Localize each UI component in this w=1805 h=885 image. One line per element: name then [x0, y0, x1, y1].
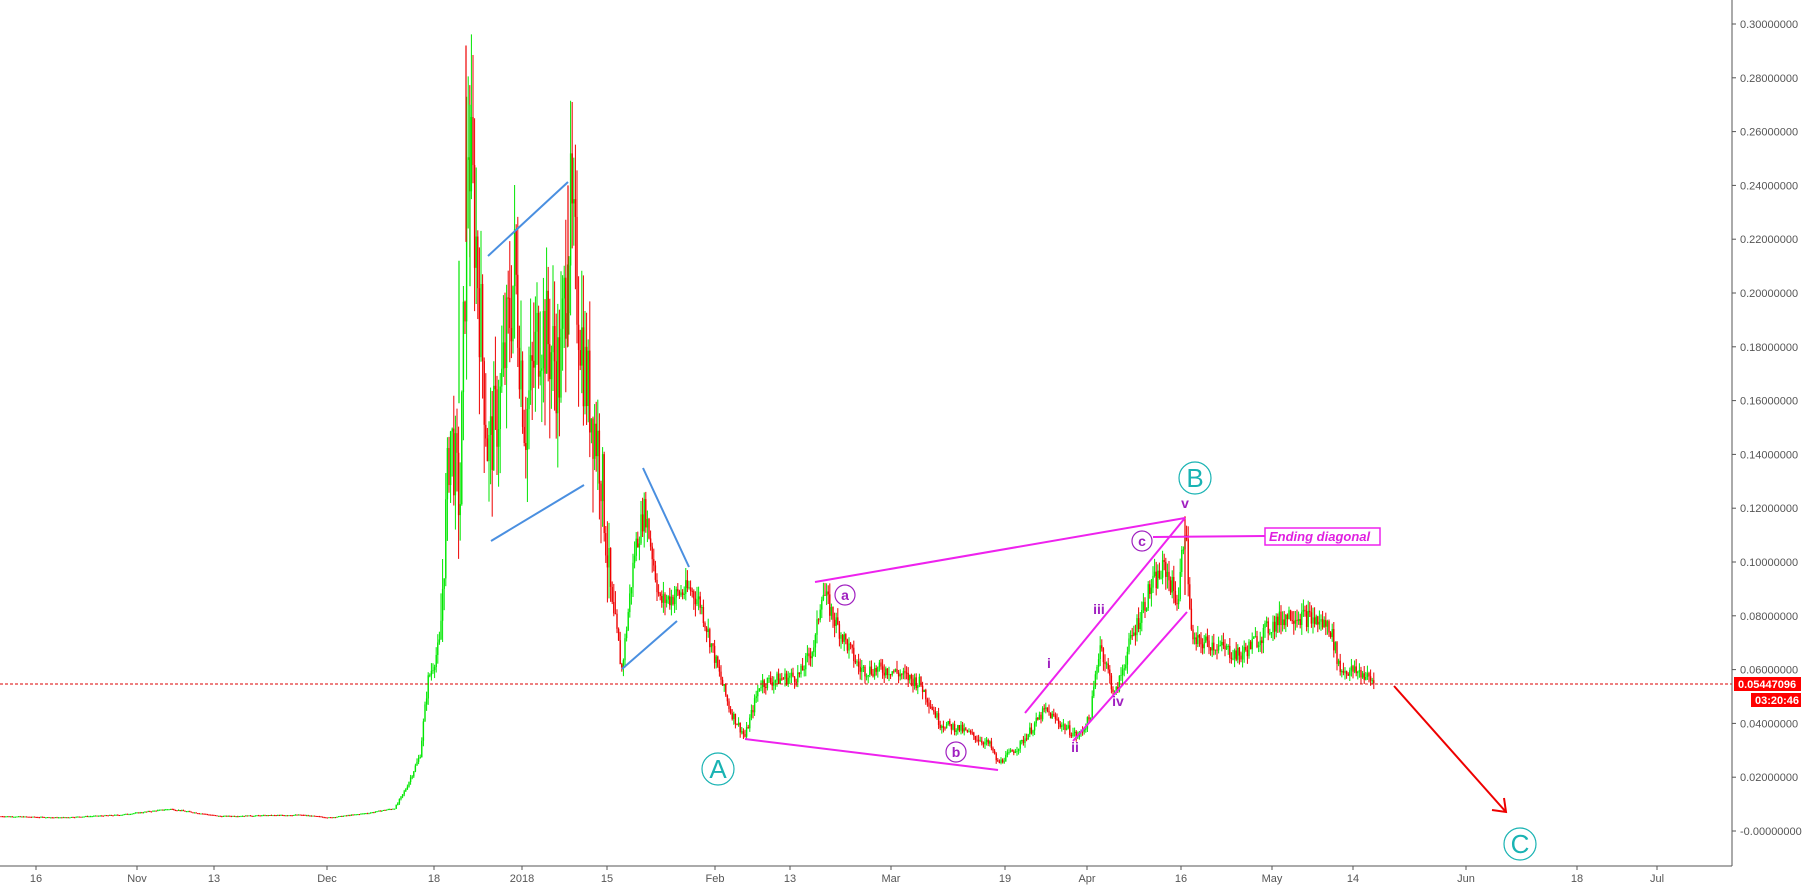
time-tick-label: 14 [1347, 873, 1359, 885]
magenta-trendline[interactable] [1072, 611, 1188, 742]
price-tick-label: 0.10000000 [1740, 557, 1798, 569]
magenta-trendline[interactable] [1152, 535, 1266, 538]
time-tick-label: Mar [882, 873, 901, 885]
wave-circle-icon [701, 752, 735, 786]
candlestick-series [0, 34, 1375, 819]
price-tick-label: 0.28000000 [1740, 73, 1798, 85]
sub-wave-label: i [1047, 655, 1051, 671]
current-price-tag: 0.05447096 03:20:46 [1734, 677, 1801, 707]
price-tick-label: 0.26000000 [1740, 127, 1798, 139]
countdown-value: 03:20:46 [1755, 695, 1799, 707]
price-tick-label: 0.22000000 [1740, 234, 1798, 246]
minor-wave-label: a [841, 587, 849, 603]
blue-trendline[interactable] [621, 620, 678, 670]
time-tick-label: 19 [999, 873, 1011, 885]
price-axis-ticks: 0.30000000 0.28000000 0.26000000 0.24000000… [1732, 19, 1802, 838]
major-wave-label: A [709, 754, 727, 784]
price-tick-label: 0.06000000 [1740, 665, 1798, 677]
sub-wave-label: iii [1093, 601, 1105, 617]
minor-wave-label: c [1138, 533, 1146, 549]
major-wave-labels: A B C [701, 461, 1537, 861]
major-wave-label: C [1511, 829, 1530, 859]
price-tick-label: -0.00000000 [1740, 826, 1802, 838]
note-text: Ending diagonal [1269, 529, 1370, 544]
wave-circle-icon [945, 741, 967, 763]
blue-trendline[interactable] [490, 484, 585, 542]
countdown-badge [1751, 693, 1801, 707]
time-tick-label: 16 [1175, 873, 1187, 885]
forecast-arrow[interactable] [1393, 685, 1508, 814]
time-tick-label: Nov [127, 873, 147, 885]
wave-circle-icon [1178, 461, 1212, 495]
current-price-value: 0.05447096 [1738, 679, 1796, 691]
minor-wave-label: b [952, 744, 961, 760]
time-tick-label: 16 [30, 873, 42, 885]
price-tick-label: 0.02000000 [1740, 772, 1798, 784]
time-axis[interactable]: 16 Nov 13 Dec 18 2018 15 Feb 13 Mar 19 Apr 16 May 14 Ju… [0, 865, 1732, 885]
magenta-trendline[interactable] [814, 517, 1186, 583]
time-tick-label: Jun [1457, 873, 1475, 885]
sub-wave-label: ii [1071, 739, 1079, 755]
magenta-trendline[interactable] [744, 738, 999, 771]
time-tick-label: 18 [1571, 873, 1583, 885]
sub-wave-label: iv [1112, 693, 1124, 709]
price-tick-label: 0.04000000 [1740, 718, 1798, 730]
major-wave-label: B [1186, 463, 1203, 493]
ending-diagonal-lines[interactable] [744, 517, 1266, 771]
time-tick-label: 18 [428, 873, 440, 885]
wave-circle-icon [834, 584, 856, 606]
magenta-trendline[interactable] [1024, 517, 1186, 714]
price-tick-label: 0.18000000 [1740, 342, 1798, 354]
ending-diagonal-note[interactable]: Ending diagonal [1264, 527, 1381, 546]
price-tick-label: 0.24000000 [1740, 180, 1798, 192]
blue-trendline[interactable] [487, 181, 569, 257]
wave-circle-icon [1503, 827, 1537, 861]
sub-wave-label: v [1181, 495, 1189, 511]
arrowhead-icon [1491, 797, 1508, 814]
time-tick-label: Dec [317, 873, 337, 885]
price-tick-label: 0.20000000 [1740, 288, 1798, 300]
note-box [1264, 527, 1381, 546]
time-tick-label: 13 [208, 873, 220, 885]
time-tick-label: Feb [706, 873, 725, 885]
price-tick-label: 0.30000000 [1740, 19, 1798, 31]
time-tick-label: 13 [784, 873, 796, 885]
price-tick-label: 0.16000000 [1740, 396, 1798, 408]
current-price-badge [1734, 677, 1801, 691]
time-tick-label: Jul [1650, 873, 1664, 885]
price-tick-label: 0.08000000 [1740, 611, 1798, 623]
time-tick-label: 2018 [510, 873, 534, 885]
price-axis[interactable]: 0.30000000 0.28000000 0.26000000 0.24000000… [1731, 0, 1802, 866]
time-axis-ticks: 16 Nov 13 Dec 18 2018 15 Feb 13 Mar 19 Apr 16 May 14 Ju… [30, 866, 1664, 885]
price-tick-label: 0.12000000 [1740, 503, 1798, 515]
time-tick-label: Apr [1078, 873, 1095, 885]
minor-wave-labels: a b c [834, 530, 1153, 763]
price-tick-label: 0.14000000 [1740, 449, 1798, 461]
blue-trendline[interactable] [642, 467, 690, 568]
time-tick-label: 15 [601, 873, 613, 885]
blue-trendlines[interactable] [487, 181, 690, 670]
forecast-arrow-line[interactable] [1393, 685, 1507, 813]
wave-circle-icon [1131, 530, 1153, 552]
time-tick-label: May [1262, 873, 1283, 885]
